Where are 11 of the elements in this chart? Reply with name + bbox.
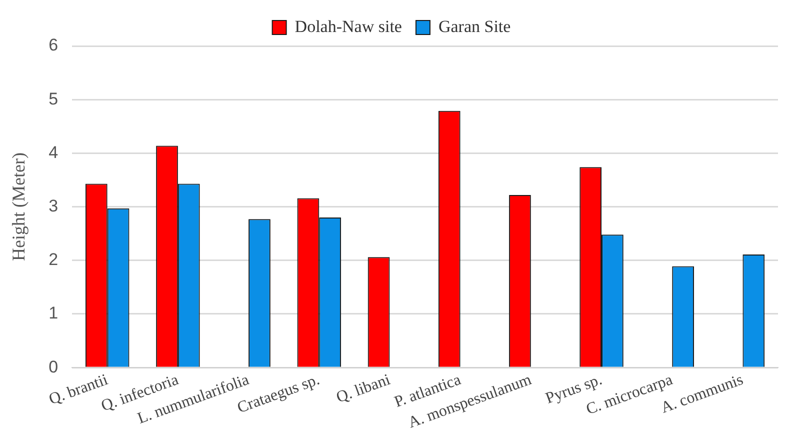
y-tick-label: 3 — [48, 196, 58, 216]
y-tick-label: 2 — [48, 250, 58, 270]
y-tick-label: 1 — [48, 304, 58, 323]
x-tick-label: Q. libani — [334, 371, 394, 406]
y-axis-title: Height (Meter) — [8, 152, 29, 262]
y-tick-label: 4 — [48, 142, 58, 162]
legend-label: Dolah-Naw site — [294, 16, 402, 36]
y-tick-label: 6 — [48, 36, 58, 55]
legend-label: Garan Site — [438, 16, 511, 36]
y-tick-label: 0 — [48, 357, 58, 376]
y-tick-label: 5 — [48, 89, 58, 108]
